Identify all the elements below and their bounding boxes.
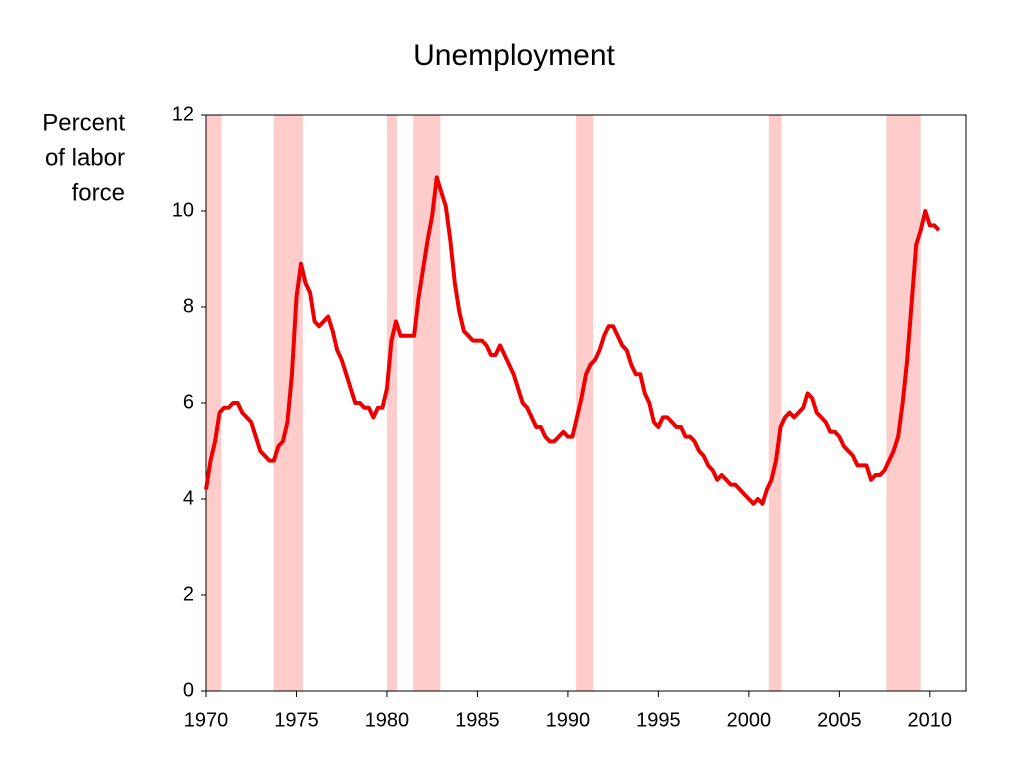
x-tick-label: 1975 — [274, 709, 319, 731]
y-axis-label: of labor — [45, 144, 125, 171]
y-tick-label: 10 — [172, 199, 194, 221]
recession-band — [576, 115, 594, 691]
x-tick-label: 1990 — [546, 709, 591, 731]
y-tick-label: 8 — [183, 295, 194, 317]
x-tick-label: 1985 — [455, 709, 500, 731]
x-tick-label: 1970 — [184, 709, 229, 731]
recession-band — [768, 115, 782, 691]
y-axis-label: Percent — [42, 109, 125, 136]
recession-band — [206, 115, 222, 691]
y-tick-label: 12 — [172, 103, 194, 125]
recession-band — [413, 115, 441, 691]
y-tick-label: 2 — [183, 583, 194, 605]
data-line — [204, 175, 941, 506]
y-axis-label: force — [72, 179, 125, 206]
x-tick-label: 2005 — [817, 709, 862, 731]
y-tick-label: 6 — [183, 391, 194, 413]
y-tick-label: 4 — [183, 487, 194, 509]
y-tick-label: 0 — [183, 679, 194, 701]
recession-band — [386, 115, 397, 691]
x-tick-label: 2010 — [908, 709, 953, 731]
chart-title: Unemployment — [413, 39, 615, 72]
x-tick-label: 2000 — [727, 709, 772, 731]
x-tick-label: 1980 — [365, 709, 410, 731]
x-tick-label: 1995 — [636, 709, 681, 731]
